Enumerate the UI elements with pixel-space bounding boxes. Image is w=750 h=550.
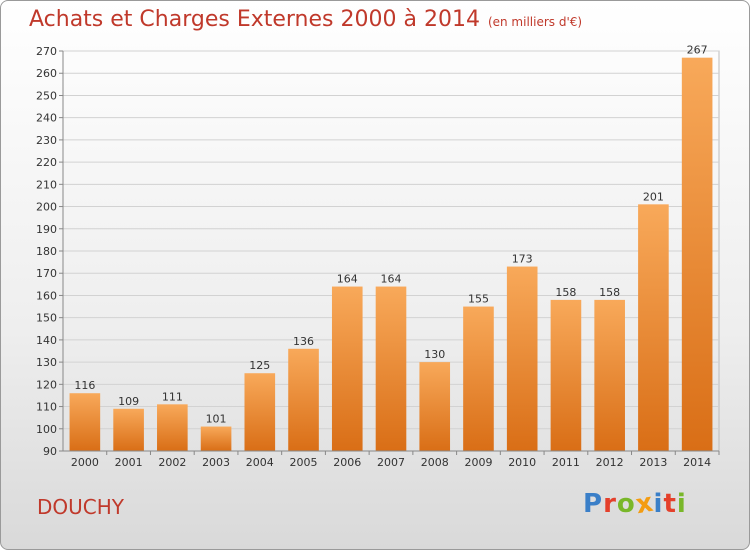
y-axis: 90 100 110 120 130 140 150 160 170 180 190 200 210 22… [36, 45, 64, 458]
x-tick-label: 2007 [377, 456, 405, 469]
bar [331, 286, 363, 451]
y-tick-label: 230 [36, 134, 57, 147]
x-tick-label: 2000 [71, 456, 99, 469]
y-tick-label: 220 [36, 156, 57, 169]
bar [638, 204, 669, 451]
y-tick-label: 240 [36, 112, 57, 125]
y-tick-label: 170 [36, 267, 57, 280]
bar [463, 306, 494, 451]
data-label: 109 [118, 395, 139, 408]
bar [113, 408, 144, 451]
x-tick-label: 2008 [421, 456, 449, 469]
data-label: 201 [643, 190, 664, 203]
chart-title-text: Achats et Charges Externes 2000 à 2014 [29, 7, 480, 32]
y-tick-label: 140 [36, 334, 57, 347]
x-tick-label: 2011 [552, 456, 580, 469]
y-tick-label: 260 [36, 67, 57, 80]
data-label: 125 [249, 359, 270, 372]
proxiti-logo: Proxiti [583, 488, 687, 521]
x-tick-label: 2012 [596, 456, 624, 469]
x-tick-label: 2005 [290, 456, 318, 469]
data-label: 158 [555, 286, 576, 299]
data-label: 155 [468, 293, 489, 306]
data-label: 136 [293, 335, 314, 348]
bar [419, 362, 451, 451]
y-tick-label: 250 [36, 89, 57, 102]
bar [375, 286, 407, 451]
bar [550, 299, 582, 451]
y-tick-label: 190 [36, 223, 57, 236]
logo-letter: o [616, 489, 636, 519]
data-label: 130 [424, 348, 445, 361]
y-tick-label: 150 [36, 312, 57, 325]
logo-letter: i [676, 489, 687, 519]
x-tick-label: 2001 [115, 456, 143, 469]
y-tick-label: 130 [36, 356, 57, 369]
bar [244, 373, 276, 451]
bar [506, 266, 538, 451]
x-tick-label: 2006 [333, 456, 361, 469]
x-tick-label: 2014 [683, 456, 711, 469]
data-label: 116 [74, 379, 95, 392]
data-label: 158 [599, 286, 620, 299]
x-tick-label: 2009 [464, 456, 492, 469]
x-tick-label: 2013 [639, 456, 667, 469]
data-label: 173 [512, 253, 533, 266]
logo-letter: t [663, 489, 677, 519]
x-tick-label: 2010 [508, 456, 536, 469]
chart-subtitle: (en milliers d'€) [487, 15, 583, 29]
y-tick-label: 90 [43, 445, 57, 458]
data-label: 101 [206, 413, 227, 426]
bars: 116 109 111 101 125 136 164 164 130 155 173 158 158 2… [69, 44, 713, 452]
x-tick-label: 2004 [246, 456, 274, 469]
data-label: 267 [687, 44, 708, 57]
bar [69, 393, 101, 451]
data-label: 164 [381, 273, 402, 286]
y-tick-label: 180 [36, 245, 57, 258]
logo-letter: r [603, 489, 617, 519]
bar [157, 404, 188, 451]
bar [288, 348, 319, 451]
logo-letter: i [653, 489, 664, 519]
data-label: 164 [337, 273, 358, 286]
y-tick-label: 200 [36, 201, 57, 214]
y-tick-label: 210 [36, 178, 57, 191]
y-tick-label: 100 [36, 423, 57, 436]
y-tick-label: 110 [36, 401, 57, 414]
logo-letter: P [583, 489, 604, 519]
y-tick-label: 160 [36, 289, 57, 302]
chart-title: Achats et Charges Externes 2000 à 2014 (e… [29, 7, 582, 32]
commune-name: DOUCHY [37, 495, 125, 519]
x-axis: 2000 2001 2002 2003 2004 2005 2006 2007 2008 2009… [63, 450, 720, 469]
y-tick-label: 270 [36, 45, 57, 58]
bar [200, 426, 232, 451]
y-tick-label: 120 [36, 378, 57, 391]
data-label: 111 [162, 390, 183, 403]
bar [594, 299, 625, 451]
bar [681, 57, 713, 452]
x-tick-label: 2002 [158, 456, 186, 469]
x-tick-label: 2003 [202, 456, 230, 469]
